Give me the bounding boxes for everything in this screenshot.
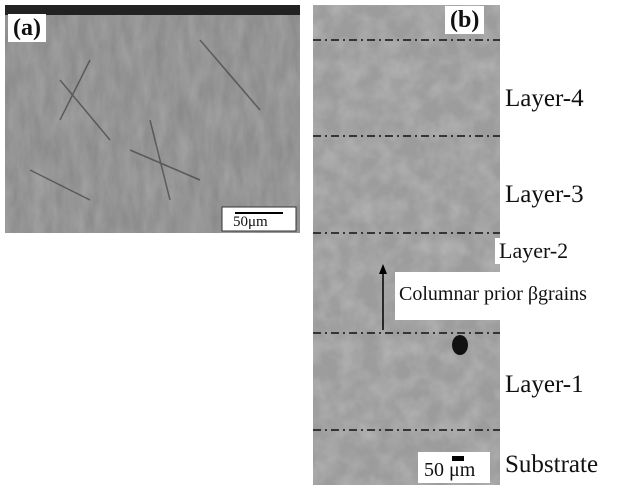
panel-a-image [5,5,300,233]
scale-label: 50 μm [424,460,475,480]
layer-label: Layer-1 [505,372,584,397]
panel-label: (a) [8,14,46,42]
layer-label: Layer-4 [505,86,584,111]
panel-label: (b) [445,6,484,34]
annotation: Columnar prior βgrains [395,272,628,320]
layer-label: Substrate [505,452,598,477]
scale-label: 50μm [233,215,268,230]
figure: {"panels": [ {"label": "(a)", "scale_bar… [0,0,628,489]
layer-label: Layer-2 [495,238,572,264]
panel-b-image [313,5,500,485]
layer-label: Layer-3 [505,182,584,207]
